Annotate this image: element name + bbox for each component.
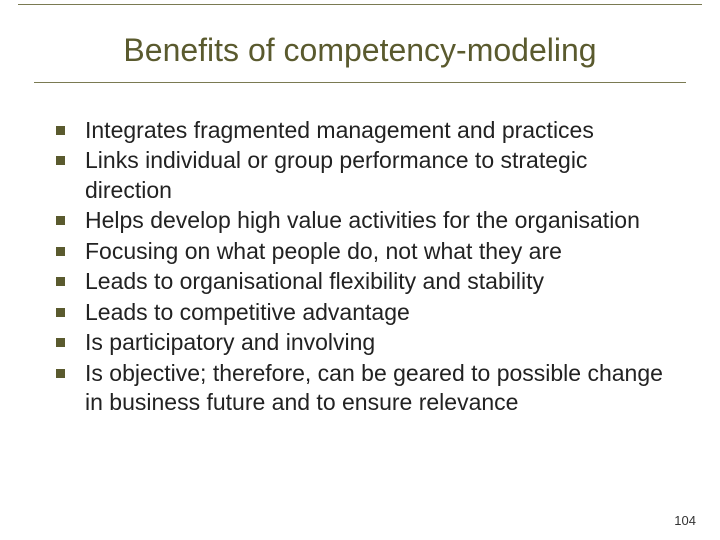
bullet-text: Is participatory and involving: [85, 328, 680, 357]
bullet-text: Is objective; therefore, can be geared t…: [85, 359, 680, 418]
page-number: 104: [674, 513, 696, 528]
list-item: Links individual or group performance to…: [56, 146, 680, 205]
bullet-text: Focusing on what people do, not what the…: [85, 237, 680, 266]
top-rule: [18, 4, 702, 5]
list-item: Focusing on what people do, not what the…: [56, 237, 680, 266]
bullet-icon: [56, 126, 65, 135]
bullet-icon: [56, 369, 65, 378]
bullet-text: Leads to organisational flexibility and …: [85, 267, 680, 296]
bullet-icon: [56, 277, 65, 286]
list-item: Is objective; therefore, can be geared t…: [56, 359, 680, 418]
bullet-list: Integrates fragmented management and pra…: [56, 116, 680, 418]
bullet-text: Leads to competitive advantage: [85, 298, 680, 327]
title-container: Benefits of competency-modeling: [34, 20, 686, 83]
slide-title: Benefits of competency-modeling: [123, 33, 596, 68]
bullet-icon: [56, 216, 65, 225]
slide: Benefits of competency-modeling Integrat…: [0, 0, 720, 540]
list-item: Is participatory and involving: [56, 328, 680, 357]
bullet-icon: [56, 247, 65, 256]
list-item: Integrates fragmented management and pra…: [56, 116, 680, 145]
bullet-text: Integrates fragmented management and pra…: [85, 116, 680, 145]
list-item: Leads to competitive advantage: [56, 298, 680, 327]
bullet-text: Links individual or group performance to…: [85, 146, 680, 205]
bullet-text: Helps develop high value activities for …: [85, 206, 680, 235]
bullet-icon: [56, 308, 65, 317]
bullet-icon: [56, 156, 65, 165]
bullet-icon: [56, 338, 65, 347]
list-item: Leads to organisational flexibility and …: [56, 267, 680, 296]
list-item: Helps develop high value activities for …: [56, 206, 680, 235]
